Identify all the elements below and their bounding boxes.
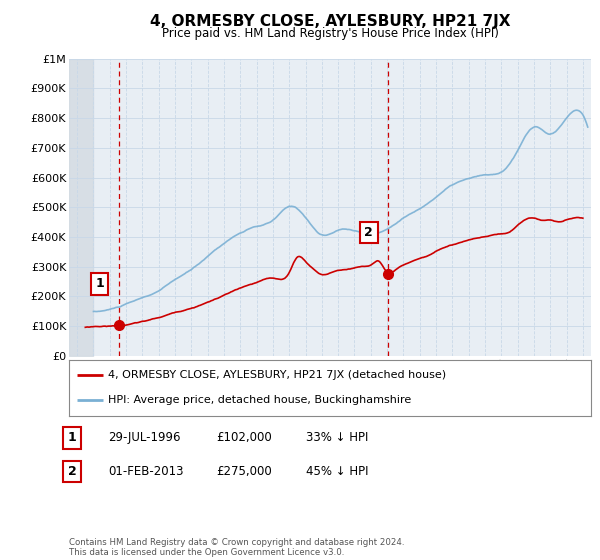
Text: 2: 2 xyxy=(68,465,76,478)
Text: Contains HM Land Registry data © Crown copyright and database right 2024.
This d: Contains HM Land Registry data © Crown c… xyxy=(69,538,404,557)
Text: 4, ORMESBY CLOSE, AYLESBURY, HP21 7JX: 4, ORMESBY CLOSE, AYLESBURY, HP21 7JX xyxy=(150,14,510,29)
Text: £275,000: £275,000 xyxy=(216,465,272,478)
Text: 2: 2 xyxy=(364,226,373,239)
Text: 4, ORMESBY CLOSE, AYLESBURY, HP21 7JX (detached house): 4, ORMESBY CLOSE, AYLESBURY, HP21 7JX (d… xyxy=(108,370,446,380)
Text: 1: 1 xyxy=(95,277,104,290)
Text: 45% ↓ HPI: 45% ↓ HPI xyxy=(306,465,368,478)
Text: £102,000: £102,000 xyxy=(216,431,272,445)
Text: 33% ↓ HPI: 33% ↓ HPI xyxy=(306,431,368,445)
Text: 1: 1 xyxy=(68,431,76,445)
Text: 29-JUL-1996: 29-JUL-1996 xyxy=(108,431,181,445)
Text: Price paid vs. HM Land Registry's House Price Index (HPI): Price paid vs. HM Land Registry's House … xyxy=(161,27,499,40)
Text: 01-FEB-2013: 01-FEB-2013 xyxy=(108,465,184,478)
Text: HPI: Average price, detached house, Buckinghamshire: HPI: Average price, detached house, Buck… xyxy=(108,395,412,405)
